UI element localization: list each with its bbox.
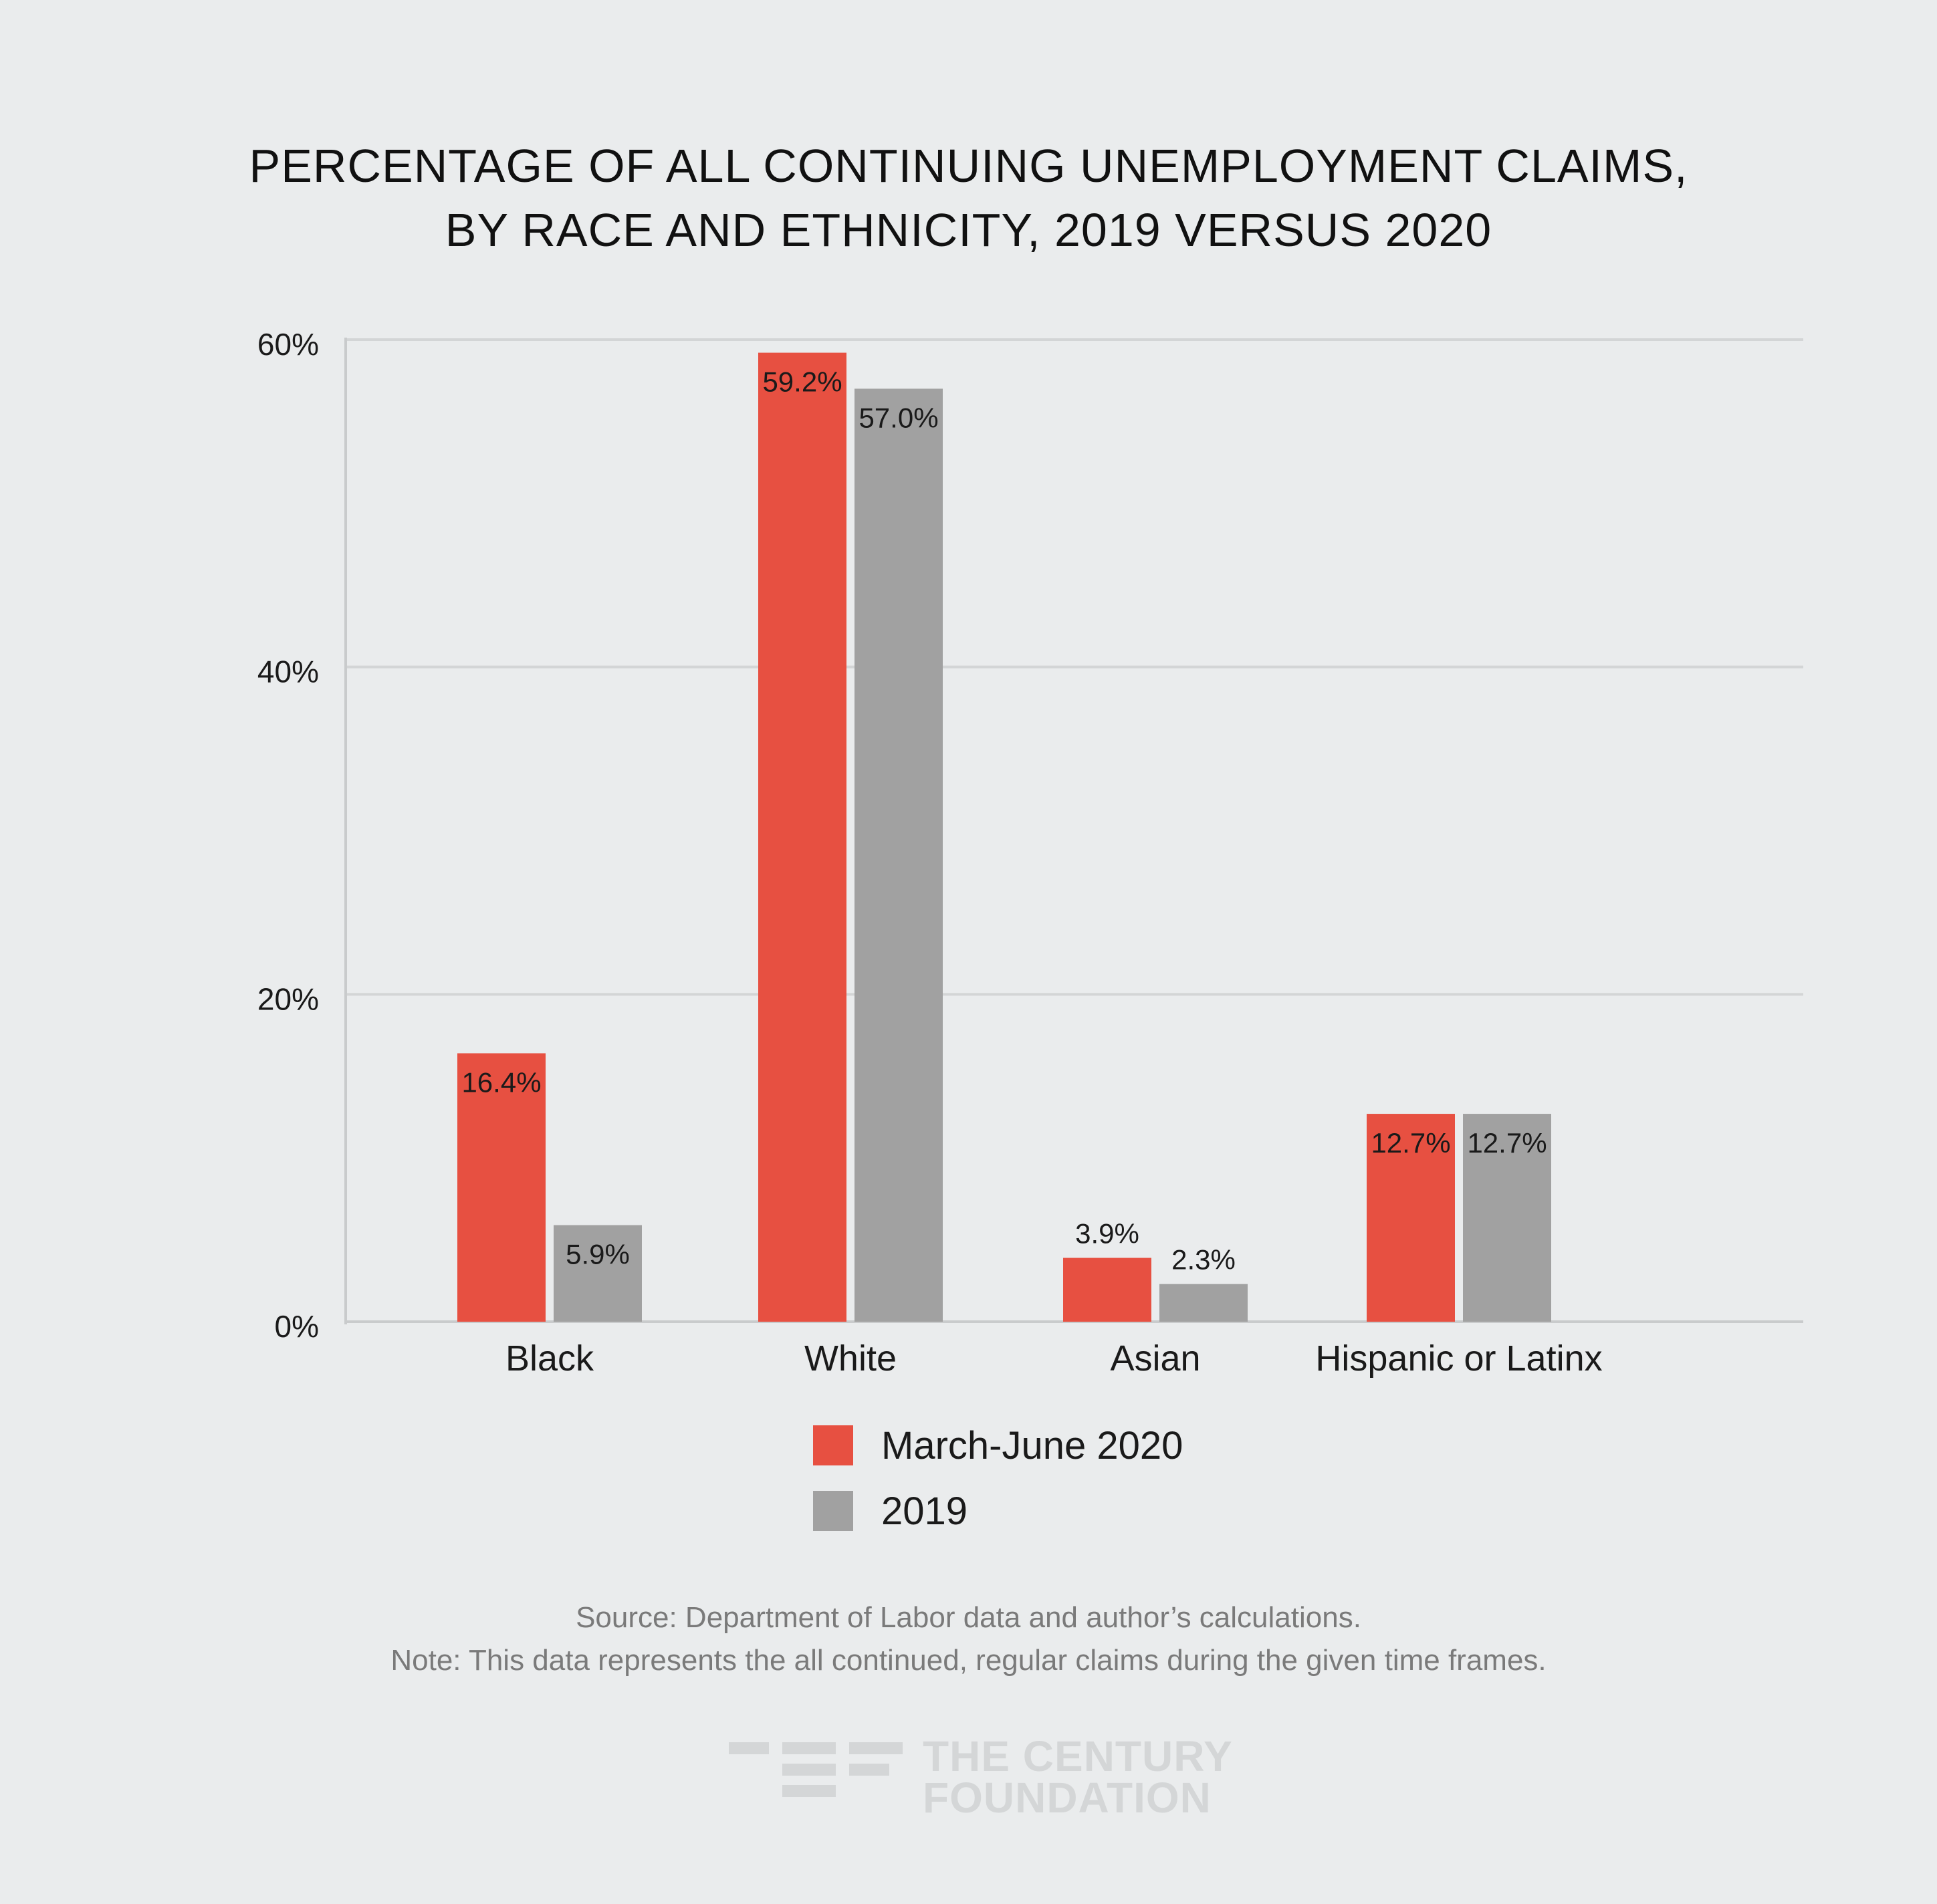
- data-label: 3.9%: [1075, 1218, 1139, 1250]
- y-tick-label: 20%: [257, 981, 319, 1016]
- y-tick-label: 60%: [257, 327, 319, 362]
- y-tick-label: 0%: [275, 1309, 319, 1344]
- x-tick-label: Black: [505, 1338, 594, 1379]
- bar: [457, 1053, 546, 1322]
- source-notes: Source: Department of Labor data and aut…: [0, 1596, 1937, 1682]
- data-label: 12.7%: [1467, 1127, 1547, 1159]
- bar: [554, 1225, 642, 1322]
- data-label: 59.2%: [762, 366, 842, 398]
- bar: [1063, 1258, 1151, 1322]
- chart-title-line-1: PERCENTAGE OF ALL CONTINUING UNEMPLOYMEN…: [249, 140, 1688, 192]
- bar: [758, 352, 846, 1322]
- legend-label: March-June 2020: [881, 1424, 1183, 1467]
- logo-mark-bar: [849, 1742, 903, 1754]
- logo-mark-bar: [782, 1785, 836, 1797]
- logo-line-1: THE CENTURY: [923, 1732, 1233, 1780]
- x-tick-label: Asian: [1110, 1338, 1200, 1379]
- data-label: 16.4%: [461, 1066, 541, 1098]
- data-label: 12.7%: [1371, 1127, 1450, 1159]
- data-label: 5.9%: [566, 1239, 630, 1270]
- logo-mark-bar: [782, 1742, 836, 1754]
- x-tick-label: Hispanic or Latinx: [1315, 1338, 1602, 1379]
- logo-mark-bar: [849, 1764, 889, 1776]
- y-tick-label: 40%: [257, 654, 319, 689]
- logo-wordmark: THE CENTURY FOUNDATION: [923, 1732, 1233, 1822]
- note-text: Note: This data represents the all conti…: [390, 1644, 1547, 1677]
- data-label: 2.3%: [1171, 1244, 1236, 1276]
- logo-mark-bar: [782, 1764, 836, 1776]
- bar: [1159, 1284, 1248, 1322]
- data-label: 57.0%: [859, 402, 938, 433]
- logo-mark-bar: [729, 1742, 769, 1754]
- legend-swatch: [813, 1425, 853, 1465]
- legend-label: 2019: [881, 1490, 967, 1533]
- source-text: Source: Department of Labor data and aut…: [576, 1601, 1361, 1634]
- legend-swatch: [813, 1491, 853, 1531]
- chart-title-line-2: BY RACE AND ETHNICITY, 2019 VERSUS 2020: [445, 204, 1492, 256]
- bar: [854, 388, 943, 1322]
- x-tick-label: White: [804, 1338, 897, 1379]
- logo-line-2: FOUNDATION: [923, 1774, 1212, 1822]
- bar: [1463, 1114, 1551, 1322]
- bar: [1367, 1114, 1455, 1322]
- chart-title: PERCENTAGE OF ALL CONTINUING UNEMPLOYMEN…: [0, 134, 1937, 262]
- century-foundation-logo: THE CENTURY FOUNDATION: [729, 1732, 1237, 1822]
